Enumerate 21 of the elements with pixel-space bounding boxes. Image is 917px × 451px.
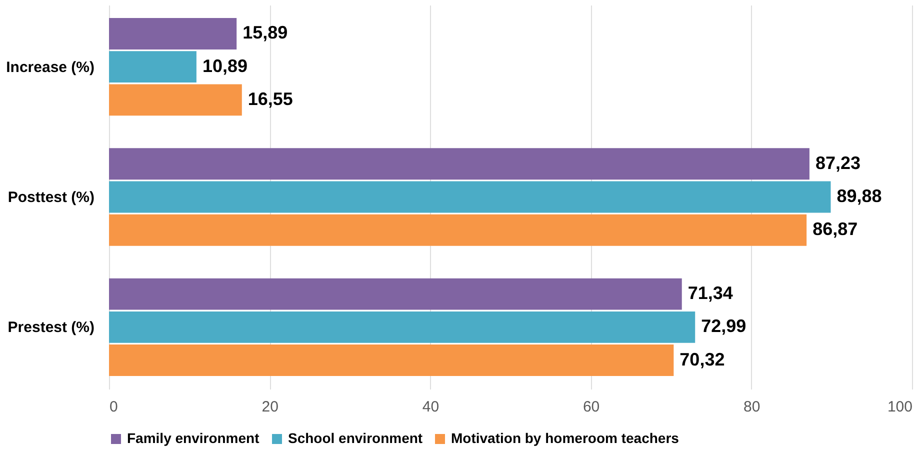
x-tick-label: 0 (110, 398, 118, 416)
x-tick-label: 100 (887, 398, 912, 416)
x-tick-label: 40 (422, 398, 440, 416)
data-label: 70,32 (680, 349, 725, 370)
y-tick-label: Prestest (%) (8, 319, 94, 336)
data-label: 86,87 (812, 219, 858, 240)
data-label: 16,55 (248, 88, 293, 109)
x-tick-label: 20 (262, 398, 278, 416)
data-label: 89,88 (836, 186, 882, 206)
data-label: 87,23 (815, 152, 861, 173)
legend-label: Motivation by homeroom teachers (451, 430, 680, 446)
data-label: 72,99 (701, 316, 746, 336)
data-label: 71,34 (688, 283, 733, 304)
data-label: 15,89 (242, 22, 288, 43)
data-label: 10,89 (202, 56, 248, 76)
legend-label: Family environment (127, 430, 260, 446)
y-tick-label: Increase (%) (6, 58, 95, 76)
legend-label: School environment (288, 430, 423, 446)
y-tick-label: Posttest (%) (8, 189, 94, 206)
x-tick-label: 60 (582, 398, 600, 416)
x-tick-label: 80 (744, 398, 760, 416)
